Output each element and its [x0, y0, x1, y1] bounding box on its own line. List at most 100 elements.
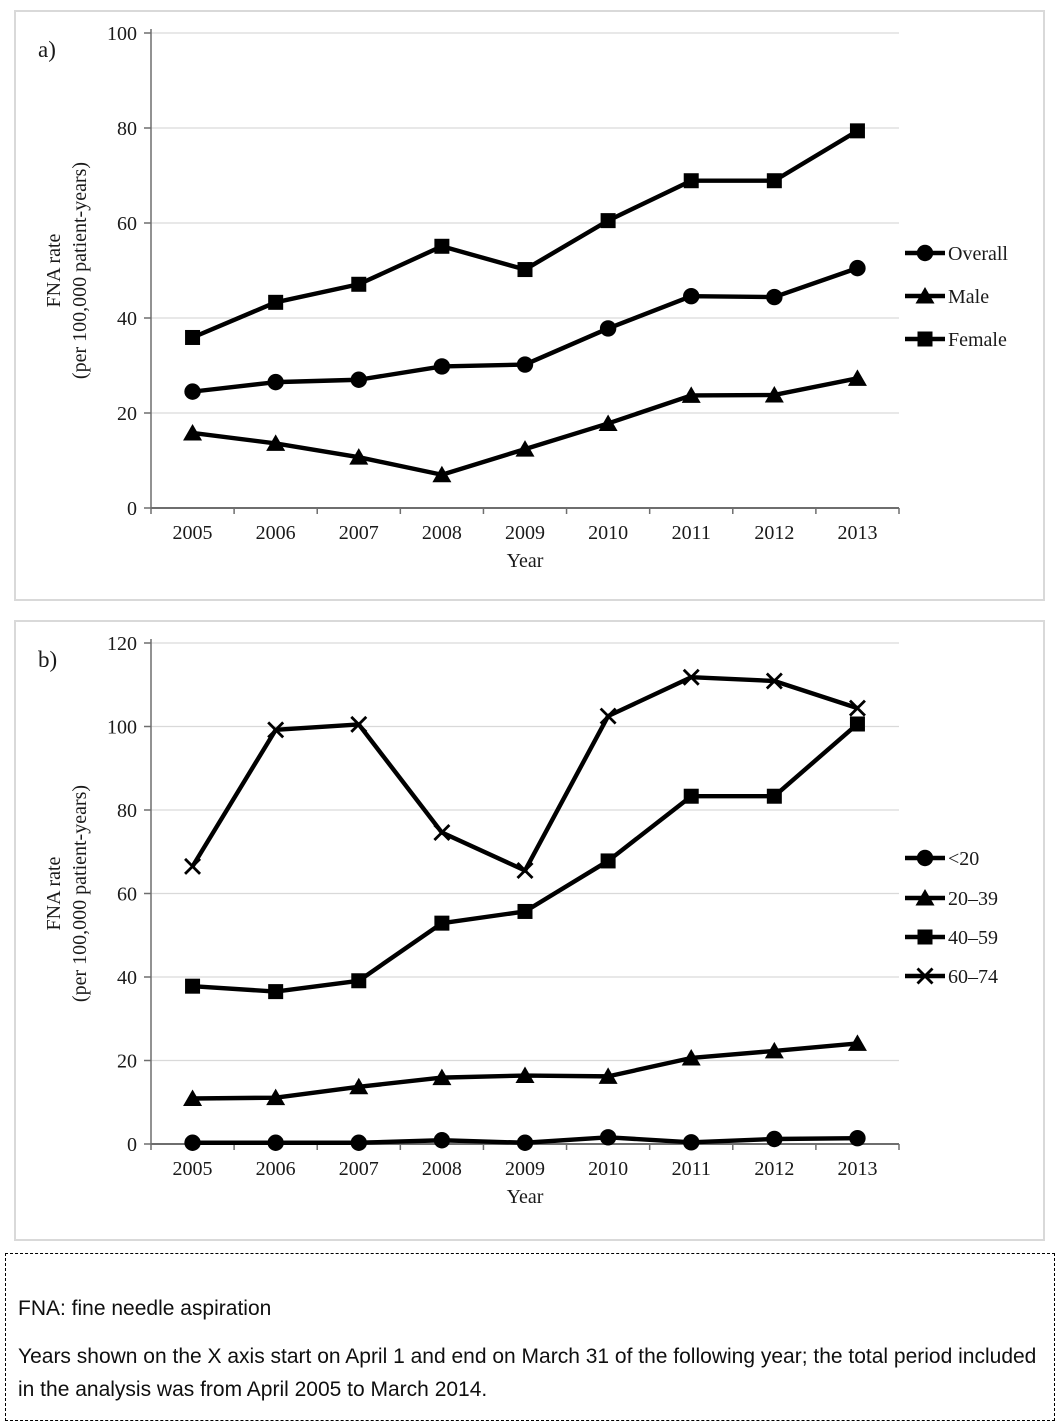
- y-tick-label-40: 40: [117, 967, 137, 989]
- triangle-marker: [847, 1034, 867, 1051]
- triangle-marker: [764, 1041, 784, 1059]
- square-marker: [185, 329, 201, 345]
- circle-marker: [184, 383, 201, 400]
- y-tick-label-20: 20: [117, 403, 137, 425]
- x-tick-label-2006: 2006: [256, 1158, 296, 1180]
- square-marker: [917, 929, 933, 945]
- y-tick-label-100: 100: [107, 717, 137, 739]
- y-tick-label-120: 120: [107, 633, 137, 655]
- y-tick-label-60: 60: [117, 213, 137, 235]
- x-axis-title: Year: [507, 550, 544, 572]
- panel-b: 0 20 40 60 80 100 120 2005 2006 2007 2008 2009 2010 2…: [14, 620, 1045, 1241]
- series-line: [192, 376, 858, 477]
- legend-label: Female: [948, 329, 1007, 351]
- y-axis-title-line2: (per 100,000 patient-years): [69, 785, 91, 1002]
- x-tick-label-2010: 2010: [588, 1158, 628, 1180]
- legend-item-20-39: 20–39: [905, 888, 998, 910]
- legend-item-male: Male: [905, 286, 989, 308]
- triangle-marker: [598, 414, 618, 431]
- circle-marker: [516, 356, 534, 373]
- circle-marker: [350, 371, 367, 388]
- y-tick-label-80: 80: [117, 800, 137, 822]
- square-marker: [434, 238, 450, 254]
- square-marker: [683, 173, 699, 189]
- triangle-marker: [764, 385, 784, 403]
- triangle-marker: [432, 1068, 452, 1086]
- triangle-marker: [266, 434, 286, 451]
- y-tick-label-80: 80: [117, 118, 137, 140]
- series-female: [185, 123, 865, 345]
- x-marker: [682, 668, 700, 686]
- series-line: [192, 722, 859, 994]
- x-tick-label-2007: 2007: [339, 1158, 379, 1180]
- x-marker: [848, 699, 866, 717]
- legend-label: 20–39: [948, 888, 998, 910]
- chart-a-fna-rate-by-sex: 0 20 40 60 80 100 2005 2006 2007 2008 2009 2010 2011…: [38, 23, 1008, 572]
- square-marker: [434, 915, 450, 931]
- chart-b-fna-rate-by-age-group: 0 20 40 60 80 100 120 2005 2006 2007 2008 2009 2010 2…: [38, 633, 998, 1208]
- circle-marker: [350, 1134, 367, 1151]
- x-tick-label-2008: 2008: [422, 1158, 462, 1180]
- y-tick-label-0: 0: [127, 1134, 137, 1156]
- square-marker: [185, 978, 201, 994]
- x-marker: [765, 672, 783, 690]
- triangle-marker: [681, 386, 701, 403]
- triangle-marker: [183, 1089, 203, 1106]
- square-marker: [849, 123, 865, 139]
- x-marker: [516, 862, 534, 880]
- square-marker: [351, 276, 367, 292]
- x-tick-label-2009: 2009: [505, 1158, 545, 1180]
- panel-label-a: a): [38, 37, 56, 62]
- circle-marker: [849, 259, 866, 277]
- series-line: [191, 128, 859, 340]
- series-60-74: [184, 668, 866, 880]
- triangle-marker: [183, 423, 203, 441]
- x-marker: [267, 721, 285, 739]
- x-tick-label-2008: 2008: [422, 522, 462, 544]
- circle-marker: [599, 320, 617, 337]
- square-marker: [917, 331, 933, 347]
- triangle-marker: [349, 1077, 369, 1095]
- circle-marker: [916, 849, 934, 867]
- circle-marker: [766, 1130, 783, 1148]
- square-marker: [268, 294, 284, 310]
- square-marker: [268, 984, 284, 1000]
- square-marker: [351, 973, 367, 989]
- circle-marker: [184, 1134, 201, 1151]
- triangle-marker: [915, 287, 935, 304]
- x-marker: [599, 707, 617, 725]
- panel-label-b: b): [38, 647, 57, 672]
- x-tick-label-2011: 2011: [672, 1158, 711, 1180]
- triangle-marker: [915, 889, 935, 906]
- legend-label: 60–74: [948, 966, 998, 988]
- x-tick-label-2007: 2007: [339, 522, 379, 544]
- triangle-marker: [349, 448, 369, 465]
- x-tick-label-2005: 2005: [173, 1158, 213, 1180]
- series-male: [183, 369, 867, 483]
- legend-item-60-74: 60–74: [905, 966, 998, 988]
- triangle-marker: [432, 465, 452, 483]
- triangle-marker: [681, 1048, 701, 1066]
- circle-marker: [766, 288, 783, 306]
- x-tick-label-2013: 2013: [837, 522, 877, 544]
- square-marker: [766, 788, 782, 804]
- panel-a: 0 20 40 60 80 100 2005 2006 2007 2008 2009 2010 2011…: [14, 10, 1045, 601]
- x-tick-label-2012: 2012: [754, 1158, 794, 1180]
- circle-marker: [916, 244, 934, 262]
- x-tick-label-2012: 2012: [754, 522, 794, 544]
- y-tick-label-0: 0: [127, 498, 137, 520]
- x-tick-label-2005: 2005: [173, 522, 213, 544]
- legend-item-overall: Overall: [905, 243, 1008, 265]
- y-tick-label-100: 100: [107, 23, 137, 45]
- circle-marker: [683, 287, 700, 305]
- x-marker: [184, 857, 202, 875]
- y-axis-title-line1: FNA rate: [43, 233, 65, 307]
- footnote-box: FNA: fine needle aspiration Years shown …: [5, 1253, 1055, 1421]
- x-tick-label-2013: 2013: [837, 1158, 877, 1180]
- square-marker: [683, 788, 699, 804]
- legend-item-female: Female: [905, 329, 1007, 351]
- legend-label: 40–59: [948, 927, 998, 949]
- footnote-period-note: Years shown on the X axis start on April…: [18, 1344, 1037, 1402]
- triangle-marker: [598, 1067, 618, 1084]
